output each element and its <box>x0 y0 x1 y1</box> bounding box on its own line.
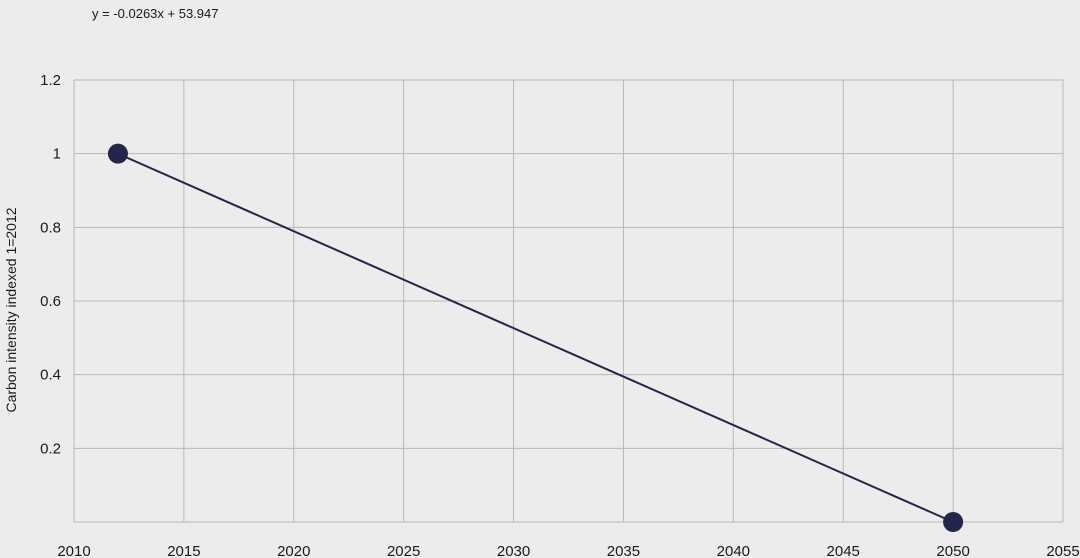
y-tick-label: 0.4 <box>40 367 61 384</box>
x-tick-label: 2020 <box>277 543 310 558</box>
x-tick-label: 2045 <box>827 543 860 558</box>
y-tick-label: 0.8 <box>40 219 61 236</box>
data-points <box>107 143 964 532</box>
y-tick-label: 0.6 <box>40 293 61 310</box>
x-tick-label: 2030 <box>497 543 530 558</box>
grid <box>73 79 1064 523</box>
y-axis-label: Carbon intensity indexed 1=2012 <box>3 207 19 412</box>
data-point <box>943 512 964 532</box>
trendline-line <box>117 152 954 523</box>
x-tick-label: 2015 <box>167 543 200 558</box>
y-tick-label: 0.2 <box>40 440 61 457</box>
x-tick-label: 2035 <box>607 543 640 558</box>
trendline-equation: y = -0.0263x + 53.947 <box>92 6 218 21</box>
x-tick-label: 2040 <box>717 543 750 558</box>
trendline <box>117 152 954 523</box>
tick-labels: 2010 2015 2020 2025 2030 2035 2040 2045 2050 2055… <box>40 72 1080 558</box>
y-tick-label: 1 <box>53 146 61 163</box>
data-point <box>107 143 128 164</box>
x-tick-label: 2055 <box>1046 543 1079 558</box>
x-tick-label: 2025 <box>387 543 420 558</box>
x-tick-label: 2050 <box>936 543 969 558</box>
y-tick-label: 1.2 <box>40 72 61 89</box>
x-tick-label: 2010 <box>57 543 90 558</box>
